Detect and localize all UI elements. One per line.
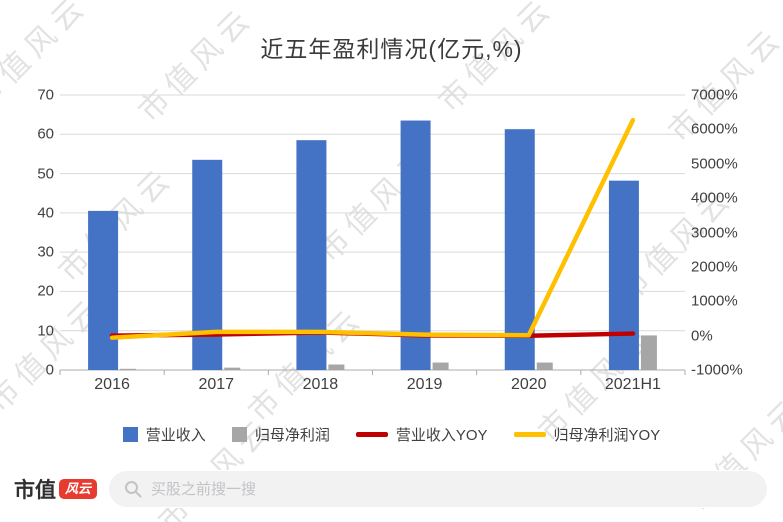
x-axis-label: 2016	[94, 376, 130, 393]
right-axis: -1000% 0% 1000% 2000% 3000% 4000% 5000% 6000% 70…	[691, 87, 771, 379]
right-axis-tick: 6000%	[691, 120, 738, 138]
left-axis-tick: 70	[37, 86, 54, 104]
right-axis-tick: 4000%	[691, 189, 738, 207]
plot-canvas	[59, 94, 686, 375]
legend-item: 归母净利润	[231, 424, 330, 445]
x-axis-label: 2017	[198, 376, 235, 393]
legend-label: 营业收入YOY	[395, 427, 488, 444]
right-axis-tick: 3000%	[691, 224, 738, 241]
right-axis-tick: -1000%	[691, 361, 743, 379]
legend-swatch	[355, 432, 388, 437]
chart-title: 近五年盈利情况(亿元,%)	[260, 36, 523, 62]
x-axis: 2016 2017 2018 2019 2020 2021H1	[60, 376, 685, 398]
legend: 营业收入 归母净利润 营业收入YOY 归母净利润YOY	[0, 424, 783, 445]
right-axis-tick: 5000%	[691, 155, 738, 173]
legend-item: 营业收入	[122, 424, 206, 445]
left-axis-tick: 10	[37, 322, 54, 340]
left-axis-tick: 0	[45, 361, 54, 379]
left-axis-tick: 30	[37, 243, 54, 261]
x-axis-label: 2019	[406, 376, 443, 393]
left-axis-tick: 50	[37, 165, 54, 183]
legend-label: 归母净利润YOY	[553, 427, 661, 444]
search-bar[interactable]	[109, 471, 767, 507]
logo-text: 市值	[14, 479, 56, 502]
search-input[interactable]	[109, 471, 767, 507]
legend-swatch	[513, 432, 546, 437]
logo: 市值 风云	[14, 474, 98, 504]
x-axis-label: 2018	[302, 376, 339, 393]
x-axis-label: 2021H1	[604, 376, 661, 393]
legend-item: 归母净利润YOY	[513, 424, 661, 445]
left-axis: 0 10 20 30 40 50 60 70	[12, 87, 54, 379]
search-icon	[125, 481, 142, 498]
logo-badge: 风云	[59, 479, 98, 499]
right-axis-tick: 1000%	[691, 292, 738, 310]
right-axis-tick: 7000%	[691, 86, 738, 104]
right-axis-tick: 2000%	[691, 258, 738, 276]
left-axis-tick: 40	[37, 204, 54, 222]
legend-label: 营业收入	[145, 427, 206, 444]
legend-item: 营业收入YOY	[355, 424, 488, 445]
right-axis-tick: 0%	[691, 327, 713, 345]
x-axis-label: 2020	[510, 376, 547, 393]
legend-label: 归母净利润	[254, 427, 330, 444]
legend-swatch	[122, 427, 138, 442]
left-axis-tick: 20	[37, 282, 54, 300]
plot-area: 2016 2017 2018 2019 2020 2021H1	[59, 94, 686, 393]
left-axis-tick: 60	[37, 125, 54, 143]
legend-swatch	[231, 427, 247, 442]
footer: 市值 风云	[14, 470, 767, 508]
